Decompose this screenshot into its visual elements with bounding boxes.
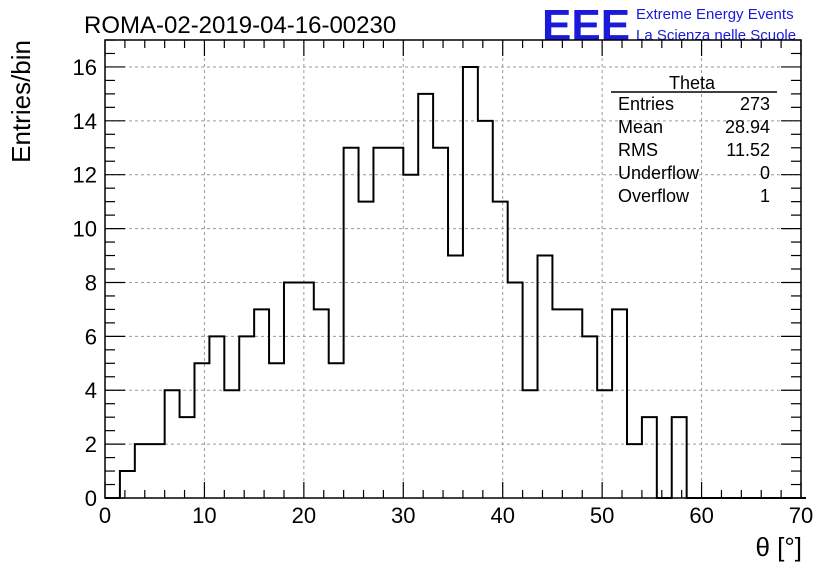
logo-subtitle-line2: La Scienza nelle Scuole (636, 27, 796, 44)
x-tick-label: 30 (391, 503, 415, 528)
grid-lines (105, 40, 801, 498)
y-tick-label: 2 (85, 432, 97, 457)
y-tick-label: 16 (73, 55, 97, 80)
chart-title: ROMA-02-2019-04-16-00230 (84, 12, 396, 39)
stats-title: Theta (669, 73, 716, 93)
x-axis-title: θ [°] (755, 532, 802, 562)
x-tick-label: 20 (292, 503, 316, 528)
stats-value: 0 (760, 163, 770, 183)
y-axis-title: Entries/bin (6, 40, 36, 163)
x-tick-label: 40 (490, 503, 514, 528)
y-tick-label: 12 (73, 163, 97, 188)
x-tick-label: 60 (689, 503, 713, 528)
eee-logo: EEE (542, 1, 630, 50)
stats-box: Theta Entries 273 Mean 28.94 RMS 11.52 Underfl… (611, 73, 777, 206)
x-tick-label: 0 (99, 503, 111, 528)
y-tick-label: 10 (73, 217, 97, 242)
y-tick-label: 4 (85, 378, 97, 403)
stats-value: 11.52 (726, 140, 770, 160)
y-tick-label: 8 (85, 270, 97, 295)
y-tick-label: 6 (85, 324, 97, 349)
stats-label: RMS (618, 140, 658, 160)
stats-value: 273 (740, 94, 770, 114)
stats-label: Entries (618, 94, 674, 114)
x-axis-ticks: 0 10 20 30 40 50 60 70 (99, 40, 813, 528)
histogram-bins (105, 65, 806, 499)
histogram-outline (105, 65, 806, 499)
stats-value: 28.94 (725, 117, 770, 137)
stats-value: 1 (760, 186, 770, 206)
y-tick-label: 0 (85, 486, 97, 511)
stats-label: Underflow (618, 163, 700, 183)
stats-label: Overflow (618, 186, 690, 206)
y-tick-label: 14 (73, 109, 97, 134)
x-tick-label: 50 (590, 503, 614, 528)
logo-subtitle-line1: Extreme Energy Events (636, 6, 794, 23)
stats-label: Mean (618, 117, 663, 137)
x-tick-label: 70 (789, 503, 813, 528)
x-tick-label: 10 (192, 503, 216, 528)
